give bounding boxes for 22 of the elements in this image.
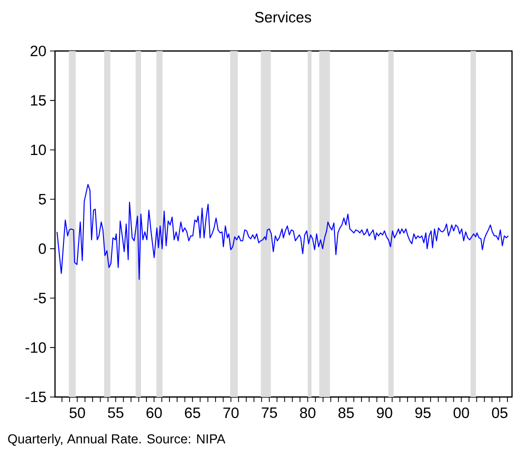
x-tick-label: 80 <box>300 408 316 418</box>
chart-title: Services <box>255 12 312 22</box>
x-tick-label: 95 <box>415 408 431 418</box>
y-tick-label: 10 <box>31 144 46 156</box>
y-tick-label: -5 <box>34 292 46 304</box>
x-tick-label: 60 <box>146 408 162 418</box>
x-tick-label: 75 <box>262 408 277 418</box>
x-tick-label: 65 <box>184 408 200 418</box>
y-tick-label: 15 <box>31 95 46 106</box>
x-tick-label: 05 <box>492 408 508 418</box>
y-tick-label: -10 <box>26 342 46 353</box>
x-tick-label: 00 <box>454 408 470 418</box>
y-tick-label: -15 <box>26 392 46 402</box>
y-tick-label: 20 <box>30 46 46 56</box>
x-tick-label: 90 <box>376 408 392 418</box>
x-tick-label: 50 <box>70 408 85 418</box>
text: Quarterly, Annual Rate. Source: NIPA <box>8 434 226 446</box>
x-tick-label: 55 <box>108 408 124 418</box>
y-tick-label: 5 <box>38 194 46 204</box>
x-tick-label: 85 <box>338 408 354 418</box>
y-tick-label: 0 <box>38 243 46 254</box>
x-tick-label: 70 <box>223 408 239 418</box>
